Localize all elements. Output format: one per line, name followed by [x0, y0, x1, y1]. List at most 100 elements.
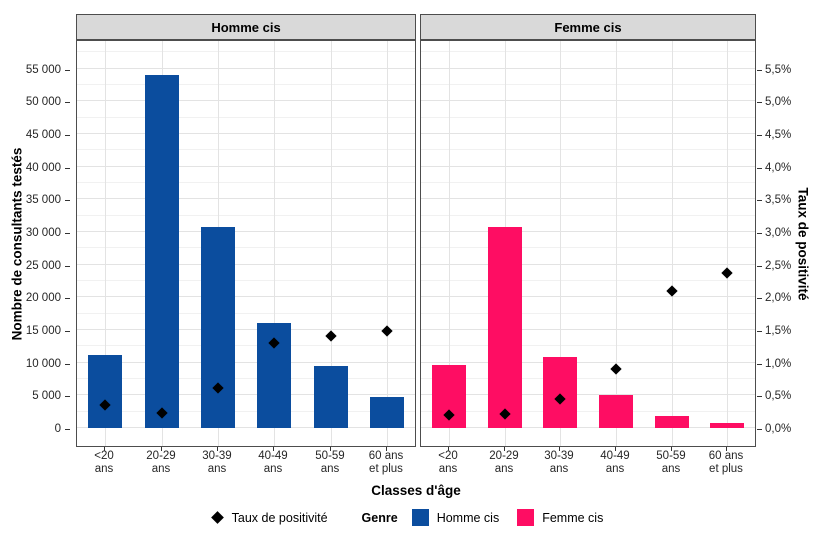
gridline-major — [77, 231, 415, 233]
gridline-major — [421, 165, 755, 167]
bar-40-49 ans — [599, 394, 633, 428]
x-tick-mark — [615, 447, 616, 451]
right-tick-label: 3,5% — [765, 194, 792, 207]
right-tick-label: 2,0% — [765, 292, 792, 305]
right-tick-label: 0,0% — [765, 423, 792, 435]
gridline-minor — [77, 116, 415, 118]
legend-femme-label: Femme cis — [542, 510, 604, 525]
gridline-minor — [77, 51, 415, 53]
gridline-minor — [421, 378, 755, 380]
right-tick-mark — [757, 167, 762, 169]
left-tick-mark — [65, 135, 70, 136]
right-tick-label: 1,5% — [765, 325, 792, 337]
bar-50-59 ans — [314, 365, 348, 428]
gridline-major — [77, 263, 415, 265]
bar-50-59 ans — [655, 415, 689, 428]
x-tick-mark — [726, 447, 727, 451]
gridline-minor — [421, 182, 755, 184]
left-tick-mark — [65, 363, 70, 365]
left-tick-mark — [65, 102, 70, 104]
gridline-major — [421, 231, 755, 233]
facet-panel-homme: Homme cis — [76, 14, 416, 447]
homme-cis-swatch — [411, 509, 429, 526]
legend-genre-title: Genre — [361, 510, 398, 525]
gridline-minor — [421, 214, 755, 216]
right-tick-mark — [757, 233, 762, 234]
x-label-40-49 ans: 40-49 ans — [600, 450, 630, 475]
x-label-<20 ans: <20 ans — [94, 450, 114, 475]
gridline-minor — [77, 280, 415, 282]
gridline-major — [421, 329, 755, 331]
facet-strip-label: Femme cis — [420, 14, 756, 40]
left-tick-label: 10 000 — [25, 357, 61, 370]
gridline-major — [77, 67, 415, 69]
gridline-major — [421, 263, 755, 265]
bar-30-39 ans — [201, 226, 235, 428]
right-tick-mark — [757, 135, 762, 136]
x-tick-mark — [217, 447, 218, 451]
gridline-vertical — [672, 41, 673, 446]
right-tick-mark — [757, 331, 762, 332]
gridline-major — [421, 427, 755, 428]
gridline-vertical — [105, 41, 106, 446]
plot-area — [420, 40, 756, 447]
bar-<20 ans — [88, 355, 122, 428]
right-tick-mark — [757, 396, 762, 398]
x-label-30-39 ans: 30-39 ans — [544, 450, 574, 475]
gridline-minor — [77, 345, 415, 347]
x-label-60 ans et plus: 60 ans et plus — [708, 450, 744, 475]
x-tick-mark — [330, 447, 331, 451]
gridline-minor — [77, 410, 415, 412]
left-tick-label: 45 000 — [25, 129, 61, 141]
gridline-vertical — [449, 41, 450, 446]
facet-panel-femme: Femme cis — [420, 14, 756, 447]
gridline-minor — [77, 182, 415, 184]
x-label-30-39 ans: 30-39 ans — [202, 450, 232, 475]
gridline-major — [77, 100, 415, 102]
left-tick-mark — [65, 200, 70, 202]
x-label-60 ans et plus: 60 ans et plus — [368, 450, 404, 475]
right-tick-mark — [757, 298, 762, 300]
left-tick-label: 5 000 — [32, 390, 61, 403]
left-tick-label: 20 000 — [25, 292, 61, 305]
x-tick-mark — [273, 447, 274, 451]
positivity-point-40-49 ans — [610, 363, 622, 375]
left-tick-label: 15 000 — [25, 325, 61, 337]
legend-item-positivity: Taux de positivité — [210, 510, 328, 525]
x-tick-mark — [448, 447, 449, 451]
right-tick-label: 5,0% — [765, 96, 792, 109]
left-tick-label: 25 000 — [25, 259, 61, 272]
gridline-minor — [77, 312, 415, 314]
gridline-vertical — [387, 41, 388, 446]
x-label-<20 ans: <20 ans — [438, 450, 458, 475]
left-tick-mark — [65, 265, 70, 267]
gridline-vertical — [331, 41, 332, 446]
legend-positivity-label: Taux de positivité — [231, 510, 328, 525]
left-tick-mark — [65, 167, 70, 169]
gridline-minor — [77, 84, 415, 86]
left-tick-label: 35 000 — [25, 194, 61, 207]
left-axis-ticks: 55 000 50 000 45 000 40 000 35 000 30 000 25 0… — [0, 40, 71, 447]
gridline-major — [77, 427, 415, 428]
right-tick-mark — [757, 69, 762, 71]
plot-area — [76, 40, 416, 447]
gridline-minor — [421, 116, 755, 118]
positivity-point-50-59 ans — [666, 285, 678, 297]
gridline-major — [77, 165, 415, 167]
right-tick-mark — [757, 102, 762, 104]
left-tick-mark — [65, 396, 70, 398]
right-axis-ticks: 5,5% 5,0% 4,5% 4,0% 3,5% 3,0% 2,5% 2,0% 1,5% 1,0%… — [756, 40, 816, 447]
gridline-minor — [421, 51, 755, 53]
left-tick-label: 50 000 — [25, 96, 61, 109]
x-axis-labels: <20 ans 20-29 ans 30-39 ans 40-49 ans 50-59 ans 60… — [76, 450, 416, 480]
legend-item-femme: Femme cis — [517, 509, 603, 526]
x-label-50-59 ans: 50-59 ans — [315, 450, 345, 475]
bar-60 ans et plus — [710, 423, 744, 428]
right-tick-label: 0,5% — [765, 390, 792, 403]
gridline-minor — [421, 280, 755, 282]
left-tick-label: 40 000 — [25, 161, 61, 174]
x-label-40-49 ans: 40-49 ans — [258, 450, 288, 475]
left-tick-mark — [65, 298, 70, 300]
positivity-point-50-59 ans — [325, 330, 337, 342]
